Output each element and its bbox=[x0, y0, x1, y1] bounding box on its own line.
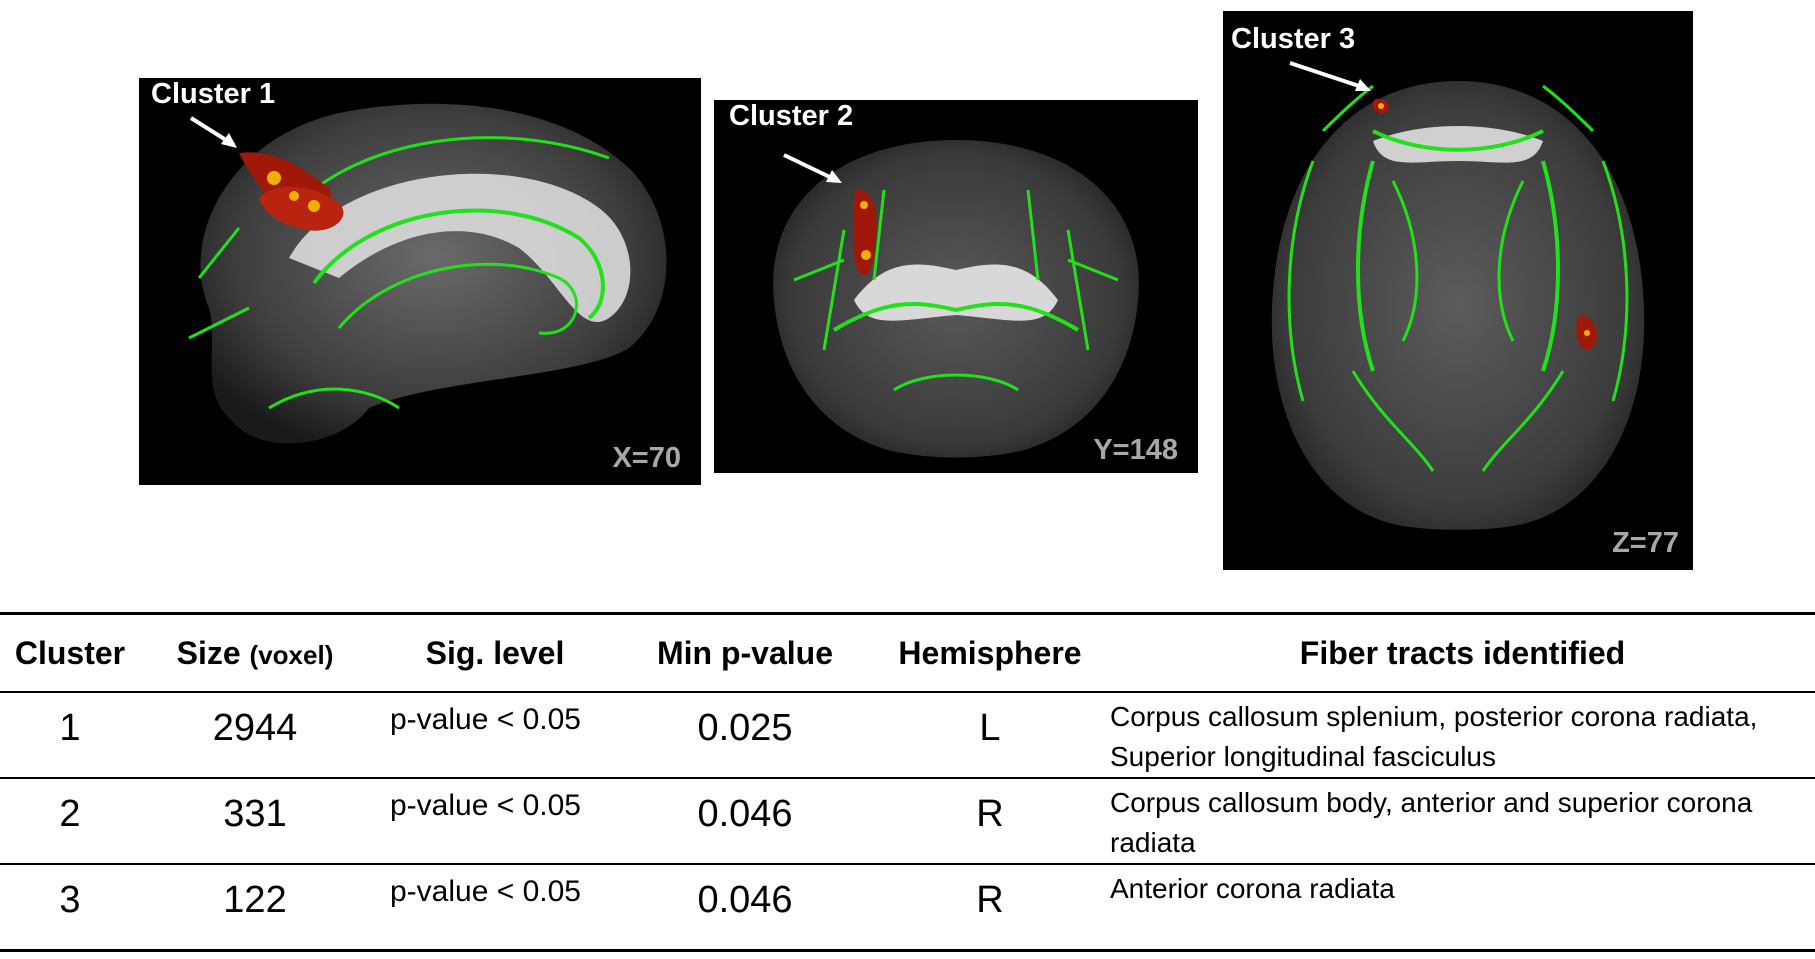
cell-cluster: 1 bbox=[59, 707, 81, 749]
cell-fiber-tracts: Corpus callosum body, anterior and super… bbox=[1110, 787, 1753, 858]
header-cluster: Cluster bbox=[14, 634, 126, 671]
cell-fiber-tracts: Anterior corona radiata bbox=[1110, 873, 1395, 904]
header-size-label: Size bbox=[176, 634, 241, 671]
sagittal-slice-graphic bbox=[188, 103, 667, 444]
cell-size: 331 bbox=[223, 793, 287, 835]
cluster-3-label: Cluster 3 bbox=[1231, 23, 1356, 55]
table-row: 2 331 p-value < 0.05 0.046 R Corpus call… bbox=[0, 778, 1815, 864]
cell-sig-level: p-value < 0.05 bbox=[390, 703, 581, 736]
cell-min-p-value: 0.025 bbox=[697, 707, 793, 749]
header-min-p-value: Min p-value bbox=[656, 634, 833, 671]
header-fiber-tracts: Fiber tracts identified bbox=[1299, 634, 1626, 671]
coronal-coordinate: Y=148 bbox=[1093, 434, 1178, 466]
cell-hemisphere: R bbox=[976, 879, 1004, 921]
cell-sig-level: p-value < 0.05 bbox=[390, 875, 581, 908]
axial-slice-graphic bbox=[1271, 61, 1645, 530]
header-hemisphere: Hemisphere bbox=[898, 634, 1082, 671]
axial-brain-image: Cluster 3 Z=77 bbox=[1223, 11, 1693, 570]
cluster-results-table: Cluster Size (voxel) Sig. level Min p-va… bbox=[0, 612, 1815, 952]
axial-coordinate: Z=77 bbox=[1612, 527, 1679, 559]
cell-cluster: 3 bbox=[59, 879, 81, 921]
coronal-brain-image: Cluster 2 Y=148 bbox=[714, 100, 1198, 473]
cluster-1-label: Cluster 1 bbox=[151, 78, 276, 110]
cell-fiber-tracts: Corpus callosum splenium, posterior coro… bbox=[1110, 701, 1758, 772]
cell-sig-level: p-value < 0.05 bbox=[390, 789, 581, 822]
header-size: Size (voxel) bbox=[140, 614, 370, 693]
cell-min-p-value: 0.046 bbox=[697, 793, 793, 835]
header-sig-level: Sig. level bbox=[425, 634, 565, 671]
cell-hemisphere: L bbox=[979, 707, 1001, 749]
table-header-row: Cluster Size (voxel) Sig. level Min p-va… bbox=[0, 613, 1815, 693]
table-row: 1 2944 p-value < 0.05 0.025 L Corpus cal… bbox=[0, 692, 1815, 778]
coronal-slice-graphic bbox=[773, 140, 1139, 458]
sagittal-coordinate: X=70 bbox=[612, 442, 681, 474]
header-size-unit: (voxel) bbox=[249, 639, 334, 670]
cell-hemisphere: R bbox=[976, 793, 1004, 835]
sagittal-brain-image: Cluster 1 X=70 bbox=[139, 78, 701, 485]
cluster-2-label: Cluster 2 bbox=[729, 100, 854, 132]
cell-cluster: 2 bbox=[59, 793, 81, 835]
cell-size: 2944 bbox=[212, 707, 298, 749]
cell-min-p-value: 0.046 bbox=[697, 879, 793, 921]
cell-size: 122 bbox=[223, 879, 287, 921]
table-row: 3 122 p-value < 0.05 0.046 R Anterior co… bbox=[0, 864, 1815, 950]
